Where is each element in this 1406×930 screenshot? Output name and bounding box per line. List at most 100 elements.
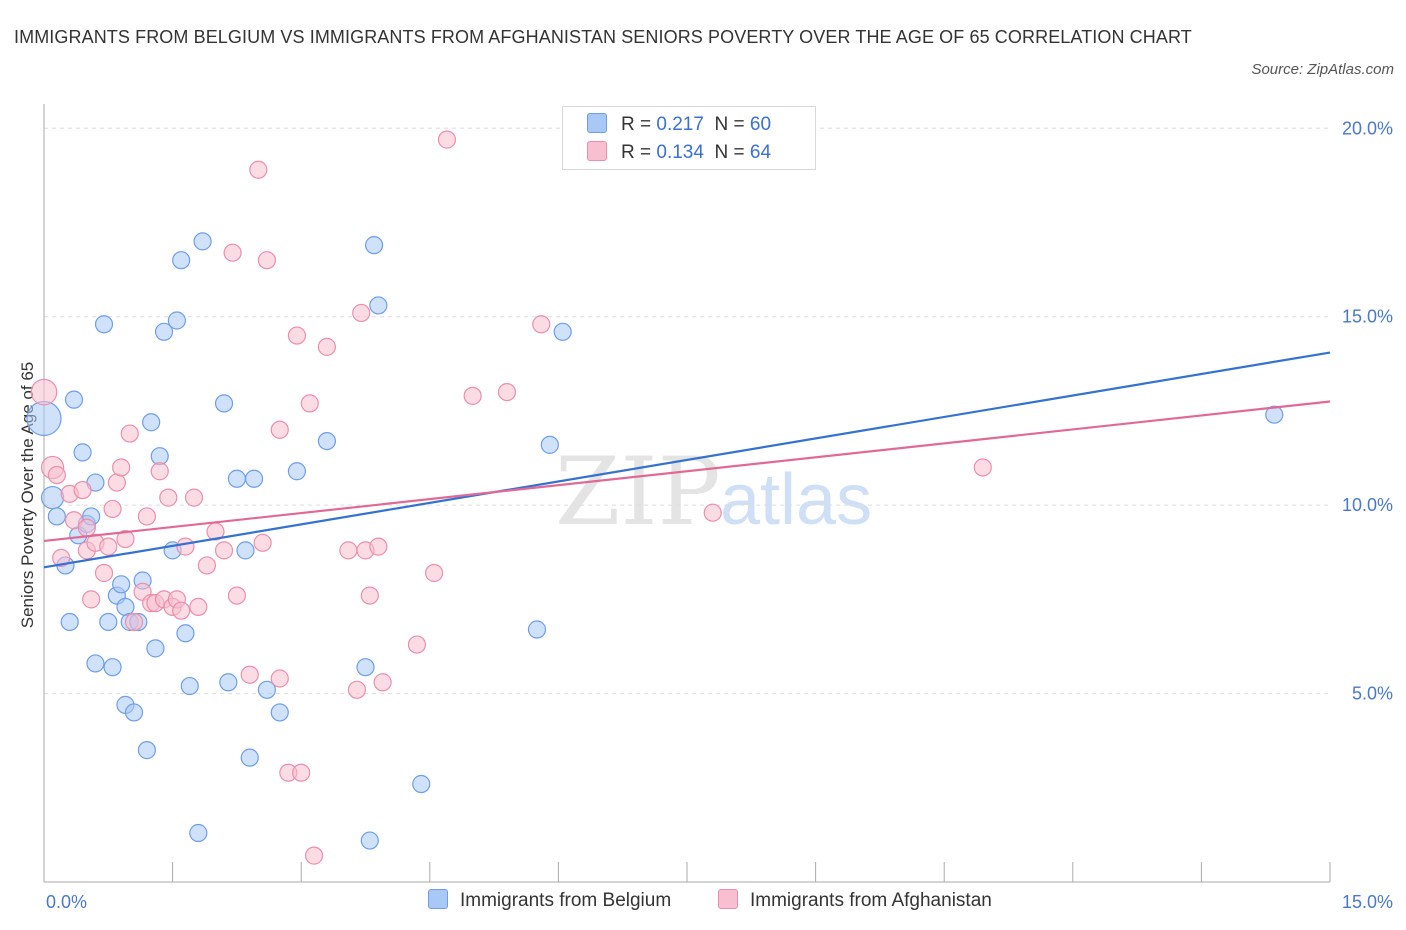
belgium-point	[356, 658, 375, 677]
afghanistan-point	[150, 462, 169, 481]
belgium-trend-line	[43, 351, 1331, 569]
afghanistan-point	[73, 480, 92, 500]
bottom-legend-label: Immigrants from Afghanistan	[750, 890, 992, 911]
belgium-point	[142, 413, 161, 432]
chart-title: IMMIGRANTS FROM BELGIUM VS IMMIGRANTS FR…	[14, 27, 1192, 47]
belgium-point	[86, 654, 105, 673]
afghanistan-point	[270, 420, 289, 439]
x-tick-label: 0.0%	[46, 892, 87, 912]
afghanistan-point	[112, 458, 131, 477]
legend-swatch-belgium	[587, 113, 607, 133]
belgium-point	[214, 394, 234, 413]
legend-row-afghanistan: R = 0.134 N = 64	[587, 141, 771, 165]
afghanistan-point	[257, 251, 277, 270]
legend-swatch-afghanistan	[587, 141, 607, 161]
afghanistan-point	[103, 499, 122, 519]
belgium-point	[99, 612, 118, 632]
belgium-point	[150, 447, 169, 466]
belgium-point	[103, 658, 122, 677]
afghanistan-point	[270, 669, 289, 688]
afghanistan-point	[124, 612, 144, 632]
belgium-point	[360, 831, 379, 850]
belgium-point	[116, 597, 135, 617]
y-tick-label: 5.0%	[1352, 684, 1393, 704]
belgium-point	[270, 703, 289, 722]
legend-n-value: 60	[749, 114, 772, 135]
legend-r-label: R =	[621, 142, 652, 163]
afghanistan-point	[304, 846, 324, 865]
legend-n-label: N =	[714, 114, 745, 135]
stats-legend: R = 0.217 N = 60 R = 0.134 N = 64	[562, 106, 816, 170]
afghanistan-point	[424, 563, 444, 583]
watermark-atlas: atlas	[720, 460, 872, 540]
afghanistan-trend-line	[43, 400, 1331, 543]
legend-n-label: N =	[714, 142, 745, 163]
belgium-point	[193, 232, 212, 251]
belgium-point	[369, 296, 388, 315]
belgium-point	[26, 400, 62, 437]
belgium-point	[60, 612, 79, 632]
afghanistan-point	[82, 590, 101, 609]
belgium-point	[146, 639, 165, 658]
afghanistan-point	[339, 541, 358, 560]
watermark-zip: ZIP	[555, 438, 721, 547]
afghanistan-point	[973, 458, 992, 477]
afghanistan-point	[463, 386, 482, 405]
bottom-legend-afghanistan: Immigrants from Afghanistan	[718, 889, 992, 912]
belgium-point	[227, 469, 246, 488]
afghanistan-point	[197, 556, 216, 575]
afghanistan-point	[437, 130, 457, 149]
afghanistan-point	[77, 518, 96, 537]
afghanistan-point	[347, 680, 367, 699]
belgium-point	[189, 823, 208, 843]
belgium-point	[317, 431, 337, 451]
belgium-point	[412, 774, 431, 794]
legend-r-value: 0.217	[656, 114, 704, 135]
afghanistan-point	[107, 473, 126, 492]
afghanistan-point	[47, 465, 66, 485]
legend-n-value: 64	[749, 142, 772, 163]
belgium-point	[167, 311, 186, 330]
afghanistan-point	[227, 586, 246, 605]
afghanistan-point	[120, 424, 139, 443]
bottom-legend-belgium: Immigrants from Belgium	[428, 889, 671, 912]
afghanistan-point	[300, 394, 319, 413]
y-tick-label: 10.0%	[1342, 495, 1393, 515]
belgium-point	[176, 624, 195, 643]
belgium-point	[244, 469, 264, 488]
afghanistan-point	[223, 243, 242, 262]
afghanistan-point	[497, 382, 517, 402]
belgium-point	[257, 680, 277, 699]
afghanistan-point	[287, 326, 307, 345]
belgium-point	[540, 435, 559, 454]
afghanistan-point	[373, 673, 392, 692]
legend-r-value: 0.134	[656, 142, 704, 163]
afghanistan-point	[159, 488, 178, 507]
afghanistan-point	[369, 537, 388, 556]
afghanistan-point	[352, 303, 371, 323]
belgium-point	[172, 251, 191, 270]
afghanistan-point	[249, 160, 268, 179]
afghanistan-point	[292, 763, 311, 782]
afghanistan-point	[94, 563, 114, 583]
x-tick-label: 15.0%	[1342, 892, 1393, 912]
legend-r-label: R =	[621, 114, 652, 135]
belgium-point	[94, 315, 114, 334]
afghanistan-point	[253, 533, 272, 552]
belgium-point	[40, 485, 65, 510]
belgium-point	[64, 390, 84, 409]
afghanistan-point	[184, 488, 204, 507]
afghanistan-point	[360, 586, 379, 605]
afghanistan-point	[189, 597, 208, 617]
afghanistan-point	[30, 378, 58, 406]
y-tick-label: 20.0%	[1342, 118, 1393, 138]
belgium-point	[1265, 405, 1284, 424]
bottom-legend-label: Immigrants from Belgium	[460, 890, 672, 911]
legend-row-belgium: R = 0.217 N = 60	[587, 113, 771, 137]
belgium-point	[73, 443, 92, 462]
belgium-point	[47, 507, 66, 526]
afghanistan-point	[532, 315, 551, 334]
belgium-point	[240, 748, 259, 767]
belgium-point	[364, 236, 384, 255]
